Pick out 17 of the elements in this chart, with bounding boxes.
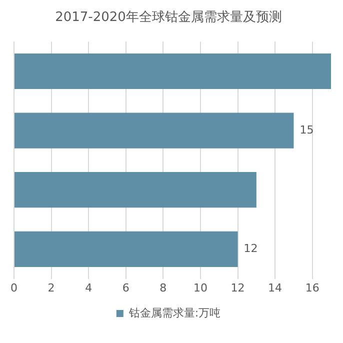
x-tick-label: 2: [48, 281, 55, 294]
bar: [14, 172, 256, 208]
x-tick-label: 0: [10, 281, 18, 294]
x-tick-label: 16: [305, 281, 320, 294]
bar: [14, 112, 294, 148]
data-label: 15: [300, 123, 314, 136]
chart-title: 2017-2020年全球钴金属需求量及预测: [55, 10, 282, 26]
x-tick-label: 14: [268, 281, 282, 294]
legend-label: 钴金属需求量:万吨: [128, 306, 221, 320]
x-tick-label: 8: [160, 281, 167, 294]
x-tick-label: 10: [193, 281, 208, 294]
bar: [14, 53, 331, 90]
bar: [14, 231, 238, 267]
x-tick-label: 12: [230, 281, 245, 294]
x-tick-label: 4: [85, 281, 92, 294]
data-label: 12: [244, 242, 258, 256]
x-tick-label: 6: [122, 281, 130, 294]
